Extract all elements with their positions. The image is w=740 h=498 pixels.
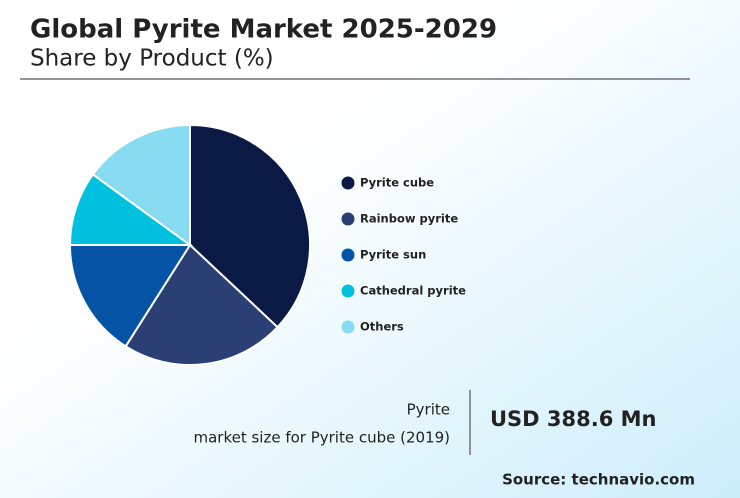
pie-slice — [189, 123, 311, 329]
legend: Pyrite cube Rainbow pyrite Pyrite sun Cathe… — [341, 176, 466, 334]
segment-label: Pyrite — [407, 401, 450, 419]
legend-swatch — [341, 284, 355, 298]
pie-slice — [124, 243, 279, 366]
metric-label: market size for Pyrite cube (2019) — [193, 429, 450, 447]
pie-slice — [68, 173, 194, 246]
pie-slice — [91, 123, 191, 247]
legend-label: Others — [360, 320, 404, 334]
pie — [68, 123, 311, 366]
legend-swatch — [341, 248, 355, 262]
pie-slice — [68, 244, 192, 348]
legend-swatch — [341, 176, 355, 190]
legend-label: Pyrite cube — [360, 176, 434, 190]
metric-value: USD 388.6 Mn — [490, 407, 657, 431]
source: Source: technavio.com — [502, 471, 695, 489]
legend-label: Cathedral pyrite — [360, 284, 466, 298]
legend-swatch — [341, 320, 355, 334]
legend-label: Rainbow pyrite — [360, 212, 458, 226]
legend-swatch — [341, 212, 355, 226]
chart-title: Global Pyrite Market 2025-2029 — [30, 15, 497, 45]
chart-subtitle: Share by Product (%) — [30, 46, 274, 72]
legend-label: Pyrite sun — [360, 248, 426, 262]
